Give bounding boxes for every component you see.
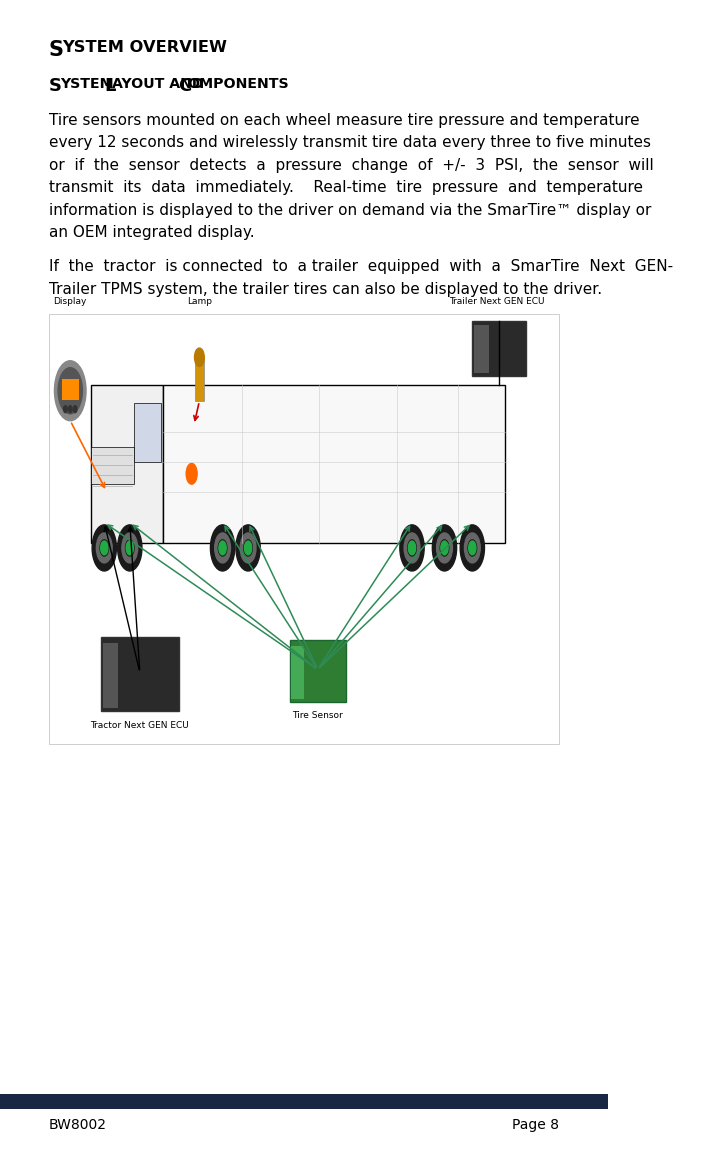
Bar xyxy=(163,385,505,543)
Bar xyxy=(474,325,490,372)
Circle shape xyxy=(68,406,72,413)
Text: AYOUT AND: AYOUT AND xyxy=(112,77,209,91)
Bar xyxy=(91,385,163,543)
Text: OMPONENTS: OMPONENTS xyxy=(187,77,289,91)
Bar xyxy=(134,402,161,462)
Text: Tire Sensor: Tire Sensor xyxy=(293,711,343,721)
Text: YSTEM: YSTEM xyxy=(60,77,119,91)
Circle shape xyxy=(244,541,252,555)
Bar xyxy=(103,643,118,708)
Circle shape xyxy=(96,533,112,563)
Circle shape xyxy=(244,540,252,556)
Circle shape xyxy=(101,541,108,555)
Circle shape xyxy=(55,361,86,421)
Circle shape xyxy=(118,525,142,571)
Circle shape xyxy=(404,533,420,563)
Bar xyxy=(62,379,79,400)
Text: Display: Display xyxy=(53,297,87,307)
Text: every 12 seconds and wirelessly transmit tire data every three to five minutes: every 12 seconds and wirelessly transmit… xyxy=(49,136,651,151)
Text: YSTEM OVERVIEW: YSTEM OVERVIEW xyxy=(62,40,226,55)
Circle shape xyxy=(100,540,109,556)
Text: S: S xyxy=(49,40,63,60)
Circle shape xyxy=(236,525,260,571)
Bar xyxy=(101,636,178,711)
Circle shape xyxy=(126,540,134,556)
Text: BW8002: BW8002 xyxy=(49,1118,106,1132)
Circle shape xyxy=(468,540,477,556)
Text: If  the  tractor  is connected  to  a trailer  equipped  with  a  SmarTire  Next: If the tractor is connected to a trailer… xyxy=(49,259,673,274)
Bar xyxy=(91,447,134,484)
Text: Page 8: Page 8 xyxy=(512,1118,559,1132)
Circle shape xyxy=(126,541,134,555)
Bar xyxy=(472,321,526,376)
Circle shape xyxy=(211,525,234,571)
Circle shape xyxy=(240,533,256,563)
Circle shape xyxy=(400,525,424,571)
Text: information is displayed to the driver on demand via the SmarTire™ display or: information is displayed to the driver o… xyxy=(49,203,651,218)
Bar xyxy=(291,646,303,699)
Circle shape xyxy=(186,464,197,484)
Circle shape xyxy=(436,533,452,563)
Circle shape xyxy=(469,541,476,555)
Circle shape xyxy=(460,525,485,571)
Bar xyxy=(290,640,347,702)
Bar xyxy=(195,357,204,401)
Bar xyxy=(0,1094,608,1109)
Circle shape xyxy=(73,406,77,413)
Text: Trailer Next GEN ECU: Trailer Next GEN ECU xyxy=(449,297,545,307)
Circle shape xyxy=(464,533,480,563)
Text: Tire sensors mounted on each wheel measure tire pressure and temperature: Tire sensors mounted on each wheel measu… xyxy=(49,113,639,128)
Circle shape xyxy=(408,541,416,555)
Circle shape xyxy=(432,525,457,571)
Circle shape xyxy=(122,533,137,563)
Circle shape xyxy=(92,525,116,571)
Circle shape xyxy=(440,540,449,556)
Bar xyxy=(49,314,559,744)
Circle shape xyxy=(219,541,226,555)
Circle shape xyxy=(408,540,416,556)
Circle shape xyxy=(215,533,231,563)
Text: S: S xyxy=(49,77,62,96)
Text: Trailer TPMS system, the trailer tires can also be displayed to the driver.: Trailer TPMS system, the trailer tires c… xyxy=(49,281,602,297)
Circle shape xyxy=(58,368,83,414)
Text: L: L xyxy=(104,77,115,96)
Circle shape xyxy=(219,540,226,556)
Circle shape xyxy=(441,541,448,555)
Circle shape xyxy=(195,348,204,367)
Text: Tractor Next GEN ECU: Tractor Next GEN ECU xyxy=(91,722,189,731)
Circle shape xyxy=(63,406,67,413)
Text: C: C xyxy=(178,77,192,96)
Text: an OEM integrated display.: an OEM integrated display. xyxy=(49,226,255,241)
Text: Lamp: Lamp xyxy=(187,297,212,307)
Text: or  if  the  sensor  detects  a  pressure  change  of  +/-  3  PSI,  the  sensor: or if the sensor detects a pressure chan… xyxy=(49,158,654,173)
Text: transmit  its  data  immediately.    Real-time  tire  pressure  and  temperature: transmit its data immediately. Real-time… xyxy=(49,180,643,196)
